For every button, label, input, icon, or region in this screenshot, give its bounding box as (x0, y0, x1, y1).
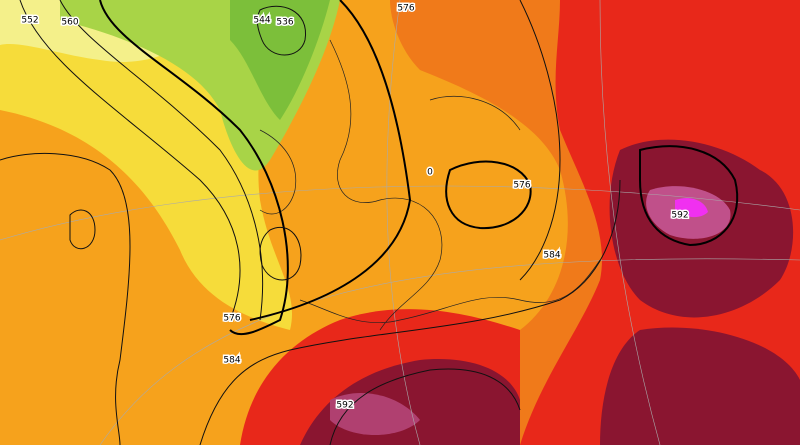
contour-low (256, 5, 306, 56)
contour-label: 576 (513, 181, 530, 191)
contour-label: 584 (223, 356, 240, 366)
contour-label: 592 (671, 211, 688, 221)
contour-label: 552 (21, 16, 38, 26)
contour-label: 576 (397, 4, 414, 14)
contour-thick (639, 145, 739, 247)
contour (69, 209, 96, 250)
contour (59, 0, 264, 321)
contour (199, 179, 621, 445)
contour (519, 0, 561, 281)
contour (0, 153, 131, 445)
contour-label: 544 (253, 16, 270, 26)
contour-label: 536 (276, 18, 293, 28)
extreme-core (675, 198, 708, 218)
contour-label: 584 (543, 251, 560, 261)
coastline (259, 39, 601, 331)
contour-label: 0 (427, 168, 433, 178)
contour-label: 576 (223, 314, 240, 324)
contour-label: 592 (336, 401, 353, 411)
contour-low (259, 227, 302, 281)
extreme-south (330, 392, 420, 435)
contour (329, 368, 521, 445)
contour-high (445, 160, 532, 230)
contour-label: 560 (61, 18, 78, 28)
contour-thick (249, 0, 412, 321)
contour (19, 0, 241, 321)
contour-thick (99, 0, 289, 336)
very-hot-southeast (600, 327, 800, 445)
